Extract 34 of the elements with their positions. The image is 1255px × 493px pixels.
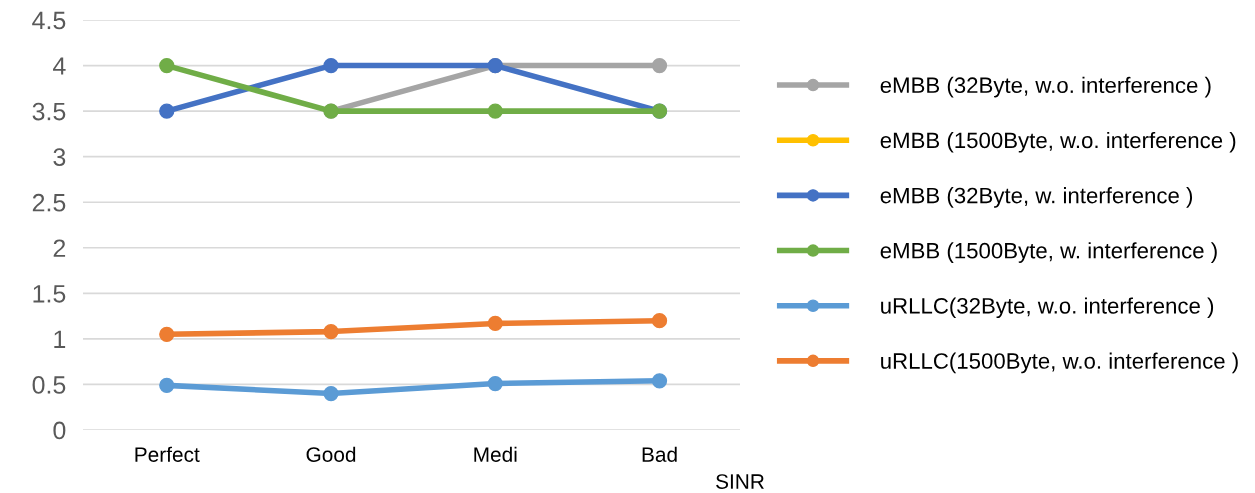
- x-tick-label: Medi: [474, 446, 517, 462]
- point: [487, 375, 503, 392]
- legend-label: eMBB (32Byte, w.o. interference ): [880, 76, 1211, 98]
- point: [487, 103, 503, 119]
- y-tick-label: 3.5: [32, 102, 66, 121]
- point: [487, 315, 503, 332]
- point: [159, 103, 175, 119]
- point: [323, 57, 339, 74]
- y-tick-label: 1: [54, 330, 66, 348]
- y-tick-label: 4.5: [32, 11, 66, 30]
- x-tick-label: Good: [306, 446, 356, 462]
- y-tick-label: 0.5: [32, 376, 66, 394]
- x-axis-title: SINR: [716, 474, 764, 489]
- point: [651, 313, 668, 329]
- point: [159, 57, 175, 74]
- x-tick-label: Bad: [642, 446, 677, 462]
- legend-label: eMBB (1500Byte, w. interference ): [880, 242, 1217, 263]
- y-tick-label: 2.5: [32, 193, 66, 212]
- y-tick-label: 2: [53, 239, 66, 257]
- legend-label: eMBB (1500Byte, w.o. interference ): [880, 131, 1236, 153]
- legend-label: uRLLC(32Byte, w.o. interference ): [881, 297, 1214, 319]
- y-tick-label: 0: [53, 421, 66, 440]
- point: [323, 323, 339, 340]
- point: [159, 326, 175, 342]
- point: [651, 373, 668, 389]
- point: [159, 377, 175, 393]
- y-tick-label: 1.5: [33, 285, 66, 303]
- y-tick-label: 4: [53, 57, 66, 75]
- x-tick-label: Perfect: [135, 446, 200, 462]
- point: [323, 385, 339, 402]
- y-tick-label: 3: [53, 148, 66, 166]
- point: [651, 57, 668, 74]
- legend-label: uRLLC(1500Byte, w.o. interference ): [881, 352, 1238, 374]
- legend-label: eMBB (32Byte, w. interference ): [880, 187, 1193, 208]
